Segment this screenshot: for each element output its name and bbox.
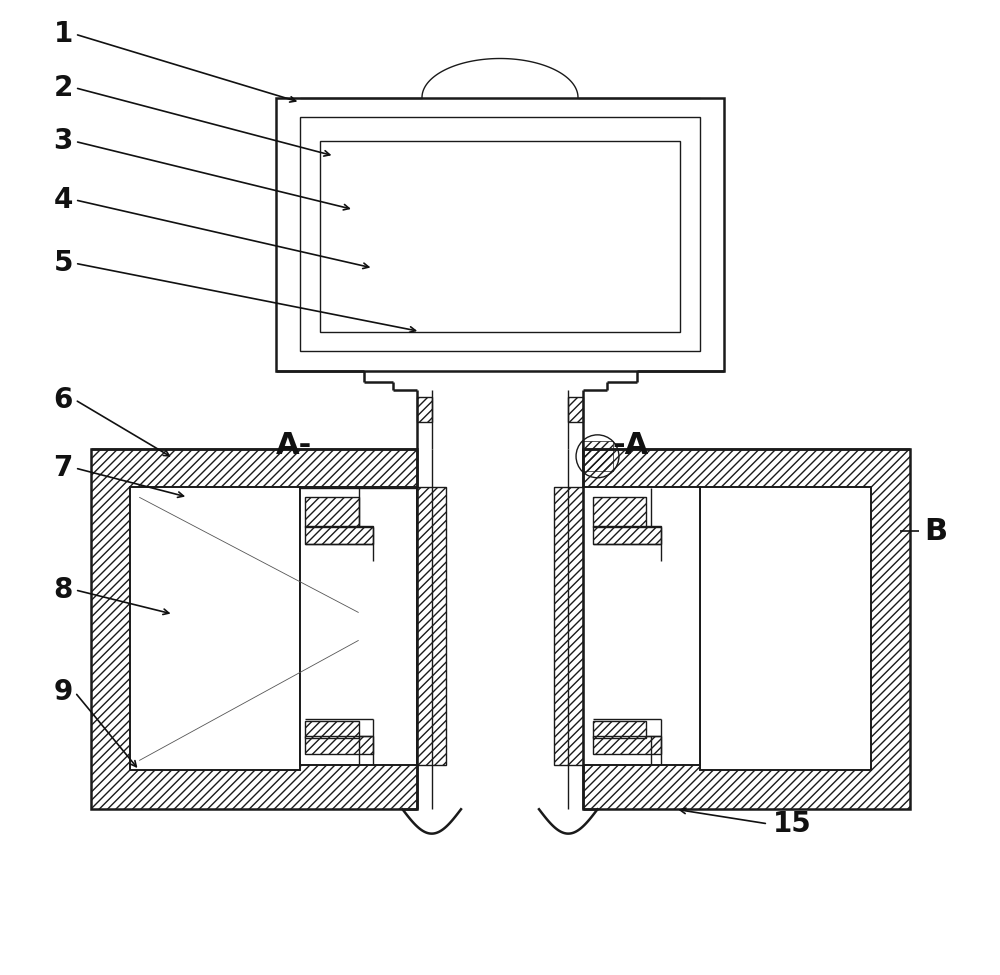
Bar — [554, 488, 583, 765]
Bar — [305, 736, 373, 754]
Bar — [583, 488, 700, 765]
Bar — [305, 721, 359, 738]
Text: 1: 1 — [53, 20, 73, 48]
Bar — [300, 488, 417, 765]
Bar — [593, 736, 661, 754]
Bar — [568, 397, 583, 422]
Bar — [583, 448, 910, 809]
Text: 9: 9 — [53, 679, 73, 706]
Bar — [593, 721, 646, 738]
Text: A-: A- — [276, 431, 312, 460]
Bar — [593, 497, 646, 526]
Text: 6: 6 — [53, 386, 73, 413]
Bar — [130, 488, 300, 770]
Text: 5: 5 — [53, 250, 73, 277]
Text: 8: 8 — [53, 576, 73, 604]
Text: -A: -A — [612, 431, 648, 460]
Bar — [305, 497, 359, 526]
Text: 3: 3 — [53, 128, 73, 155]
Bar — [417, 488, 446, 765]
Bar — [417, 397, 432, 422]
Text: 7: 7 — [53, 454, 73, 482]
Bar — [582, 442, 613, 471]
Bar — [320, 141, 680, 332]
Bar — [305, 526, 373, 544]
Bar — [91, 448, 417, 809]
Text: 15: 15 — [773, 810, 812, 838]
Text: 4: 4 — [53, 186, 73, 214]
Bar — [276, 98, 724, 370]
Bar — [700, 488, 870, 770]
Text: B: B — [924, 517, 947, 546]
Bar — [300, 117, 700, 351]
Bar — [593, 526, 661, 544]
Text: 2: 2 — [53, 74, 73, 101]
